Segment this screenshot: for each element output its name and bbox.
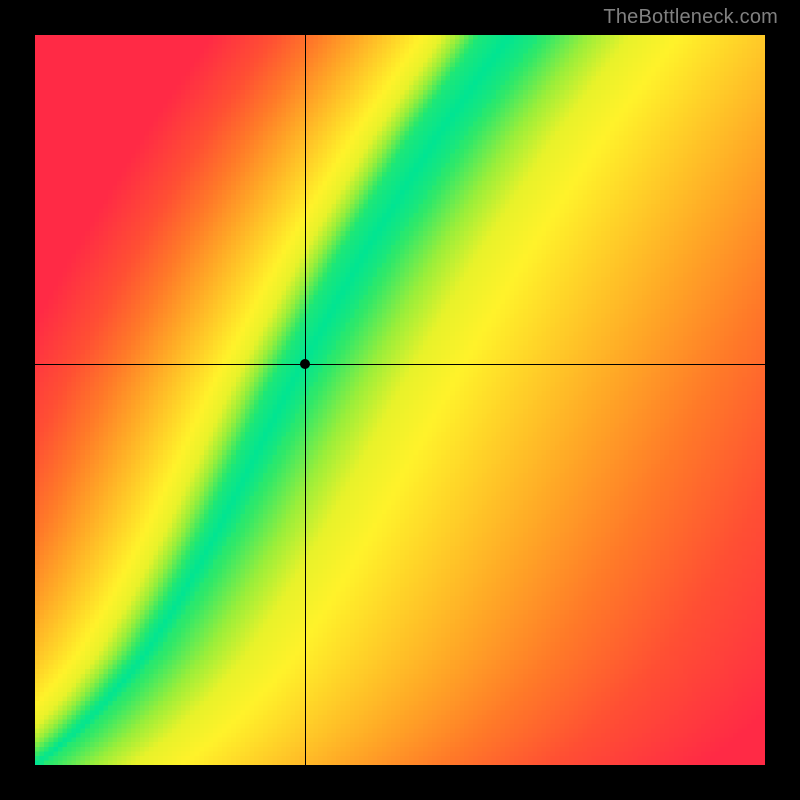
- attribution-text: TheBottleneck.com: [603, 6, 778, 29]
- heatmap-canvas: [35, 35, 765, 765]
- bottleneck-heatmap: [35, 35, 765, 765]
